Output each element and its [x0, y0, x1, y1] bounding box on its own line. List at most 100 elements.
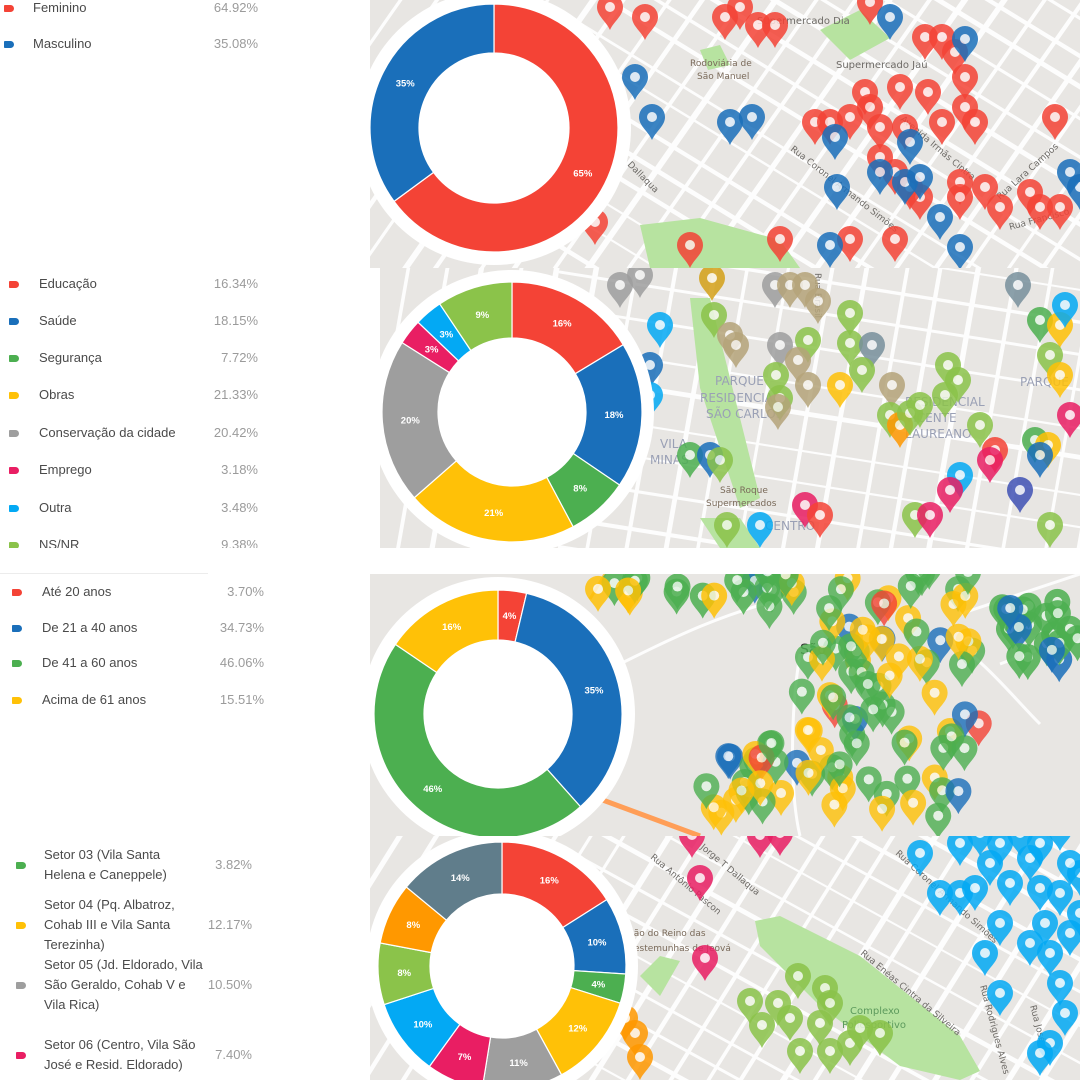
- donut-slice[interactable]: [373, 643, 582, 836]
- map-marker-icon[interactable]: [693, 773, 720, 810]
- donut-slice[interactable]: [393, 3, 619, 253]
- legend-item[interactable]: Emprego 3.18%: [0, 460, 340, 480]
- map-marker-icon[interactable]: [747, 512, 773, 548]
- map-marker-icon[interactable]: [925, 802, 952, 836]
- legend-item[interactable]: NS/NR 9.38%: [0, 535, 340, 548]
- map-marker-icon[interactable]: [945, 367, 971, 403]
- map-marker-icon[interactable]: [816, 595, 843, 632]
- map-marker-icon[interactable]: [627, 268, 653, 298]
- map-marker-icon[interactable]: [809, 629, 836, 666]
- legend-item[interactable]: Segurança 7.72%: [0, 348, 340, 368]
- map-marker-icon[interactable]: [1006, 643, 1033, 680]
- map-marker-icon[interactable]: [747, 836, 773, 858]
- map-marker-icon[interactable]: [1057, 850, 1080, 886]
- map-marker-icon[interactable]: [987, 194, 1013, 230]
- map-marker-icon[interactable]: [1047, 836, 1073, 851]
- map-marker-icon[interactable]: [967, 412, 993, 448]
- map-marker-icon[interactable]: [699, 268, 725, 301]
- map-marker-icon[interactable]: [907, 840, 933, 876]
- map-marker-icon[interactable]: [632, 4, 658, 40]
- map-marker-icon[interactable]: [607, 272, 633, 308]
- map-marker-icon[interactable]: [785, 347, 811, 383]
- map-marker-icon[interactable]: [821, 791, 848, 828]
- legend-item[interactable]: Setor 06 (Centro, Vila São José e Resid. …: [0, 1037, 340, 1072]
- map-marker-icon[interactable]: [945, 778, 972, 815]
- map-marker-icon[interactable]: [837, 226, 863, 262]
- map-marker-icon[interactable]: [1027, 1040, 1053, 1076]
- map-marker-icon[interactable]: [701, 302, 727, 338]
- map-marker-icon[interactable]: [785, 963, 811, 999]
- map-marker-icon[interactable]: [767, 332, 793, 368]
- map-marker-icon[interactable]: [817, 232, 843, 268]
- map-marker-icon[interactable]: [987, 836, 1013, 866]
- map-marker-icon[interactable]: [867, 159, 893, 195]
- map-marker-icon[interactable]: [885, 643, 912, 680]
- map-marker-icon[interactable]: [1037, 512, 1063, 548]
- map-marker-icon[interactable]: [788, 678, 815, 715]
- map-marker-icon[interactable]: [677, 442, 703, 478]
- map-marker-icon[interactable]: [849, 616, 876, 653]
- donut-slice[interactable]: [394, 589, 499, 674]
- map-marker-icon[interactable]: [824, 174, 850, 210]
- map-marker-icon[interactable]: [952, 26, 978, 62]
- map-marker-icon[interactable]: [855, 766, 882, 803]
- map-marker-icon[interactable]: [897, 129, 923, 165]
- map-marker-icon[interactable]: [857, 94, 883, 130]
- map-marker-icon[interactable]: [857, 0, 883, 25]
- legend-item[interactable]: Feminino 64.92%: [0, 0, 340, 18]
- map-marker-icon[interactable]: [763, 362, 789, 398]
- map-marker-icon[interactable]: [827, 576, 854, 613]
- map-marker-icon[interactable]: [679, 836, 705, 858]
- map-marker-icon[interactable]: [787, 1038, 813, 1074]
- legend-item[interactable]: Conservação da cidade 20.42%: [0, 423, 340, 443]
- map-marker-icon[interactable]: [1047, 362, 1073, 398]
- map-marker-icon[interactable]: [876, 662, 903, 699]
- map-marker-icon[interactable]: [707, 447, 733, 483]
- map-marker-icon[interactable]: [647, 312, 673, 348]
- map-marker-icon[interactable]: [891, 729, 918, 766]
- map-marker-icon[interactable]: [894, 765, 921, 802]
- map-marker-icon[interactable]: [739, 104, 765, 140]
- map-marker-icon[interactable]: [762, 12, 788, 48]
- legend-item[interactable]: Até 20 anos 3.70%: [0, 582, 340, 602]
- map-marker-icon[interactable]: [952, 64, 978, 100]
- map-marker-icon[interactable]: [1057, 402, 1080, 438]
- map-marker-icon[interactable]: [967, 836, 993, 856]
- legend-item[interactable]: Setor 05 (Jd. Eldorado, Vila São Geraldo,…: [0, 957, 340, 1012]
- map-marker-icon[interactable]: [849, 357, 875, 393]
- map-marker-icon[interactable]: [820, 684, 847, 721]
- map-marker-icon[interactable]: [807, 502, 833, 538]
- map-marker-icon[interactable]: [871, 590, 898, 627]
- map-marker-icon[interactable]: [1017, 179, 1043, 215]
- donut-slice[interactable]: [369, 3, 495, 203]
- map-marker-icon[interactable]: [1027, 307, 1053, 343]
- map-marker-icon[interactable]: [767, 226, 793, 262]
- map-marker-icon[interactable]: [837, 300, 863, 336]
- map-marker-icon[interactable]: [1037, 342, 1063, 378]
- map-marker-icon[interactable]: [749, 1012, 775, 1048]
- map-marker-icon[interactable]: [765, 990, 791, 1026]
- map-marker-icon[interactable]: [887, 74, 913, 110]
- map-marker-icon[interactable]: [962, 875, 988, 911]
- map-marker-icon[interactable]: [758, 729, 785, 766]
- map-marker-icon[interactable]: [827, 372, 853, 408]
- map-canvas[interactable]: São: [0, 574, 1080, 836]
- map-marker-icon[interactable]: [977, 447, 1003, 483]
- legend-item[interactable]: Outra 3.48%: [0, 498, 340, 518]
- map-marker-icon[interactable]: [962, 109, 988, 145]
- map-marker-icon[interactable]: [1027, 442, 1053, 478]
- map-marker-icon[interactable]: [1038, 636, 1065, 673]
- map-marker-icon[interactable]: [1052, 292, 1078, 328]
- map-marker-icon[interactable]: [772, 574, 799, 598]
- map-marker-icon[interactable]: [627, 1044, 653, 1080]
- map-marker-icon[interactable]: [622, 64, 648, 100]
- map-marker-icon[interactable]: [727, 0, 753, 30]
- map-marker-icon[interactable]: [997, 595, 1024, 632]
- map-marker-icon[interactable]: [715, 743, 742, 780]
- map-marker-icon[interactable]: [837, 330, 863, 366]
- map-marker-icon[interactable]: [687, 865, 713, 901]
- legend-item[interactable]: De 21 a 40 anos 34.73%: [0, 618, 340, 638]
- map-marker-icon[interactable]: [906, 645, 933, 682]
- map-marker-icon[interactable]: [929, 109, 955, 145]
- map-marker-icon[interactable]: [952, 94, 978, 130]
